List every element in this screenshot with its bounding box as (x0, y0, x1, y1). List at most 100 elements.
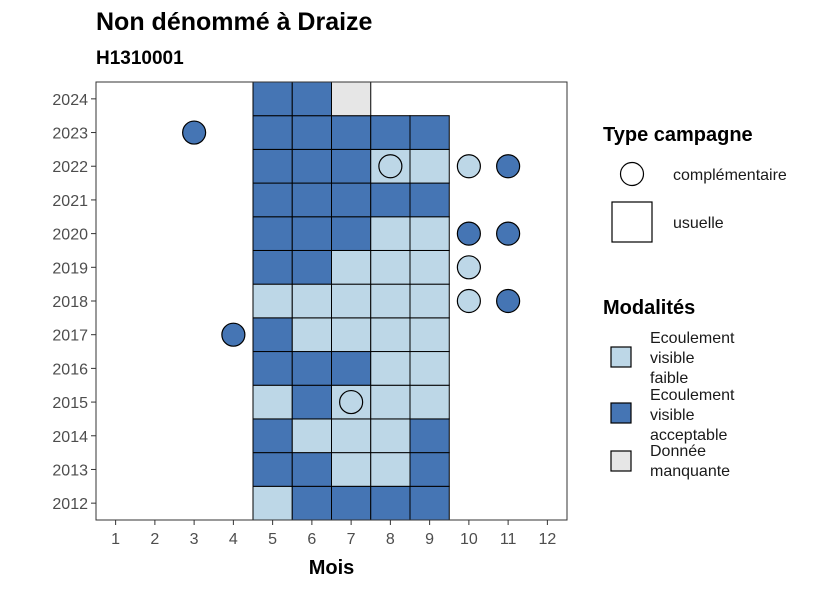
point-2020-10 (456, 221, 481, 246)
legend-label-ecoulement-visible-acceptable-line: Ecoulement (650, 387, 735, 404)
y-tick-label: 2012 (52, 496, 88, 513)
point-2022-8 (378, 154, 403, 179)
cell-2014-6 (291, 418, 332, 454)
cell-2020-7 (331, 216, 372, 251)
x-tick-label: 10 (460, 531, 478, 548)
cell-2014-8 (370, 418, 411, 454)
y-tick-label: 2021 (52, 193, 88, 210)
cell-2013-7 (331, 452, 372, 487)
cell-2017-9 (409, 317, 450, 353)
legend-key-ecoulement-visible-acceptable (610, 402, 632, 424)
y-tick-label: 2013 (52, 462, 88, 479)
cell-2021-6 (291, 182, 332, 218)
point-2017-4 (221, 322, 246, 347)
legend-label-donnee-manquante-line: Donnée (650, 443, 706, 460)
cell-2015-5 (252, 384, 293, 420)
y-tick-label: 2015 (52, 395, 88, 412)
cell-2021-7 (331, 182, 372, 218)
x-tick-label: 2 (150, 531, 159, 548)
cell-2019-7 (331, 249, 372, 285)
y-tick-label: 2023 (52, 126, 88, 143)
cell-2023-9 (409, 115, 450, 150)
cell-2019-6 (291, 249, 332, 285)
cell-2012-6 (291, 485, 332, 521)
cell-2021-8 (370, 182, 411, 218)
x-tick-label: 5 (268, 531, 277, 548)
legend-key-ecoulement-visible-faible (610, 346, 632, 368)
legend-title-type: Type campagne (603, 124, 753, 146)
cell-2023-6 (291, 115, 332, 150)
y-tick-label: 2020 (52, 227, 88, 244)
cell-2012-9 (409, 485, 450, 521)
legend-title-modalites: Modalités (603, 297, 695, 319)
legend-label-donnee-manquante-line: manquante (650, 463, 730, 480)
cell-2024-7 (331, 81, 372, 117)
cell-2014-5 (252, 418, 293, 454)
x-tick-label: 7 (347, 531, 356, 548)
cell-2012-7 (331, 485, 372, 521)
point-2020-11 (496, 221, 521, 246)
cell-2014-7 (331, 418, 372, 454)
point-2022-10 (456, 154, 481, 179)
cell-2015-6 (291, 384, 332, 420)
legend-label-ecoulement-visible-faible-line: faible (650, 370, 688, 387)
cell-2016-5 (252, 351, 293, 386)
x-tick-label: 6 (307, 531, 316, 548)
y-tick-label: 2024 (52, 92, 88, 109)
cell-2021-5 (252, 182, 293, 218)
legend-label-ecoulement-visible-faible-line: Ecoulement (650, 330, 735, 347)
chart-subtitle: H1310001 (96, 48, 184, 69)
cell-2023-8 (370, 115, 411, 150)
cell-2020-5 (252, 216, 293, 251)
x-tick-label: 4 (229, 531, 238, 548)
cell-2014-9 (409, 418, 450, 454)
point-2022-11 (496, 154, 521, 179)
y-tick-label: 2016 (52, 361, 88, 378)
cell-2020-8 (370, 216, 411, 251)
cell-2015-8 (370, 384, 411, 420)
cells-layer (252, 81, 450, 521)
cell-2019-8 (370, 249, 411, 285)
point-2015-7 (339, 389, 364, 415)
legend: Type campagne complémentaire usuelle Modali… (603, 124, 787, 480)
cell-2022-9 (409, 148, 450, 184)
point-2018-10 (456, 288, 481, 314)
cell-2023-5 (252, 115, 293, 150)
legend-label-ecoulement-visible-acceptable-line: visible (650, 407, 695, 424)
x-tick-label: 9 (425, 531, 434, 548)
chart-title: Non dénommé à Draize (96, 8, 373, 36)
legend-label-usuelle: usuelle (673, 215, 724, 232)
cell-2016-8 (370, 351, 411, 386)
cell-2022-5 (252, 148, 293, 184)
x-tick-label: 1 (111, 531, 120, 548)
y-tick-label: 2019 (52, 260, 88, 277)
cell-2017-7 (331, 317, 372, 353)
points-layer (182, 120, 521, 415)
cell-2016-9 (409, 351, 450, 386)
legend-key-square (611, 201, 653, 243)
cell-2016-6 (291, 351, 332, 386)
cell-2018-5 (252, 283, 293, 319)
legend-label-ecoulement-visible-faible-line: visible (650, 350, 695, 367)
cell-2020-9 (409, 216, 450, 251)
legend-key-circle (619, 161, 645, 187)
cell-2019-5 (252, 249, 293, 285)
x-axis: 1 2 3 4 5 6 7 8 9 10 11 12 (111, 520, 556, 548)
x-tick-label: 8 (386, 531, 395, 548)
cell-2018-9 (409, 283, 450, 319)
cell-2012-5 (252, 485, 293, 521)
cell-2019-9 (409, 249, 450, 285)
legend-label-complementaire: complémentaire (673, 167, 787, 184)
cell-2024-6 (291, 81, 332, 117)
cell-2020-6 (291, 216, 332, 251)
x-axis-title: Mois (309, 557, 355, 579)
cell-2013-5 (252, 452, 293, 487)
cell-2016-7 (331, 351, 372, 386)
cell-2017-6 (291, 317, 332, 353)
y-tick-label: 2014 (52, 429, 88, 446)
cell-2017-5 (252, 317, 293, 353)
y-axis: 2012 2013 2014 2015 2016 2017 2018 2019 2020 2021… (52, 92, 96, 513)
cell-2017-8 (370, 317, 411, 353)
cell-2023-7 (331, 115, 372, 150)
y-tick-label: 2022 (52, 159, 88, 176)
